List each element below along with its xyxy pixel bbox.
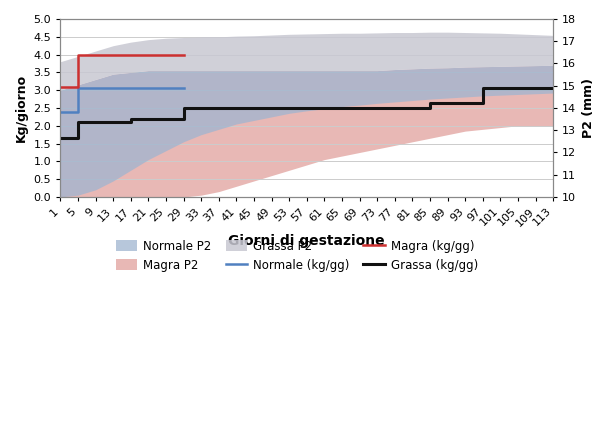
Y-axis label: Kg/giorno: Kg/giorno [15, 74, 28, 142]
Y-axis label: P2 (mm): P2 (mm) [582, 78, 595, 138]
X-axis label: Giorni di gestazione: Giorni di gestazione [229, 233, 385, 247]
Legend: Normale P2, Magra P2, Grassa P2, Normale (kg/gg), Magra (kg/gg), Grassa (kg/gg): Normale P2, Magra P2, Grassa P2, Normale… [112, 235, 483, 276]
